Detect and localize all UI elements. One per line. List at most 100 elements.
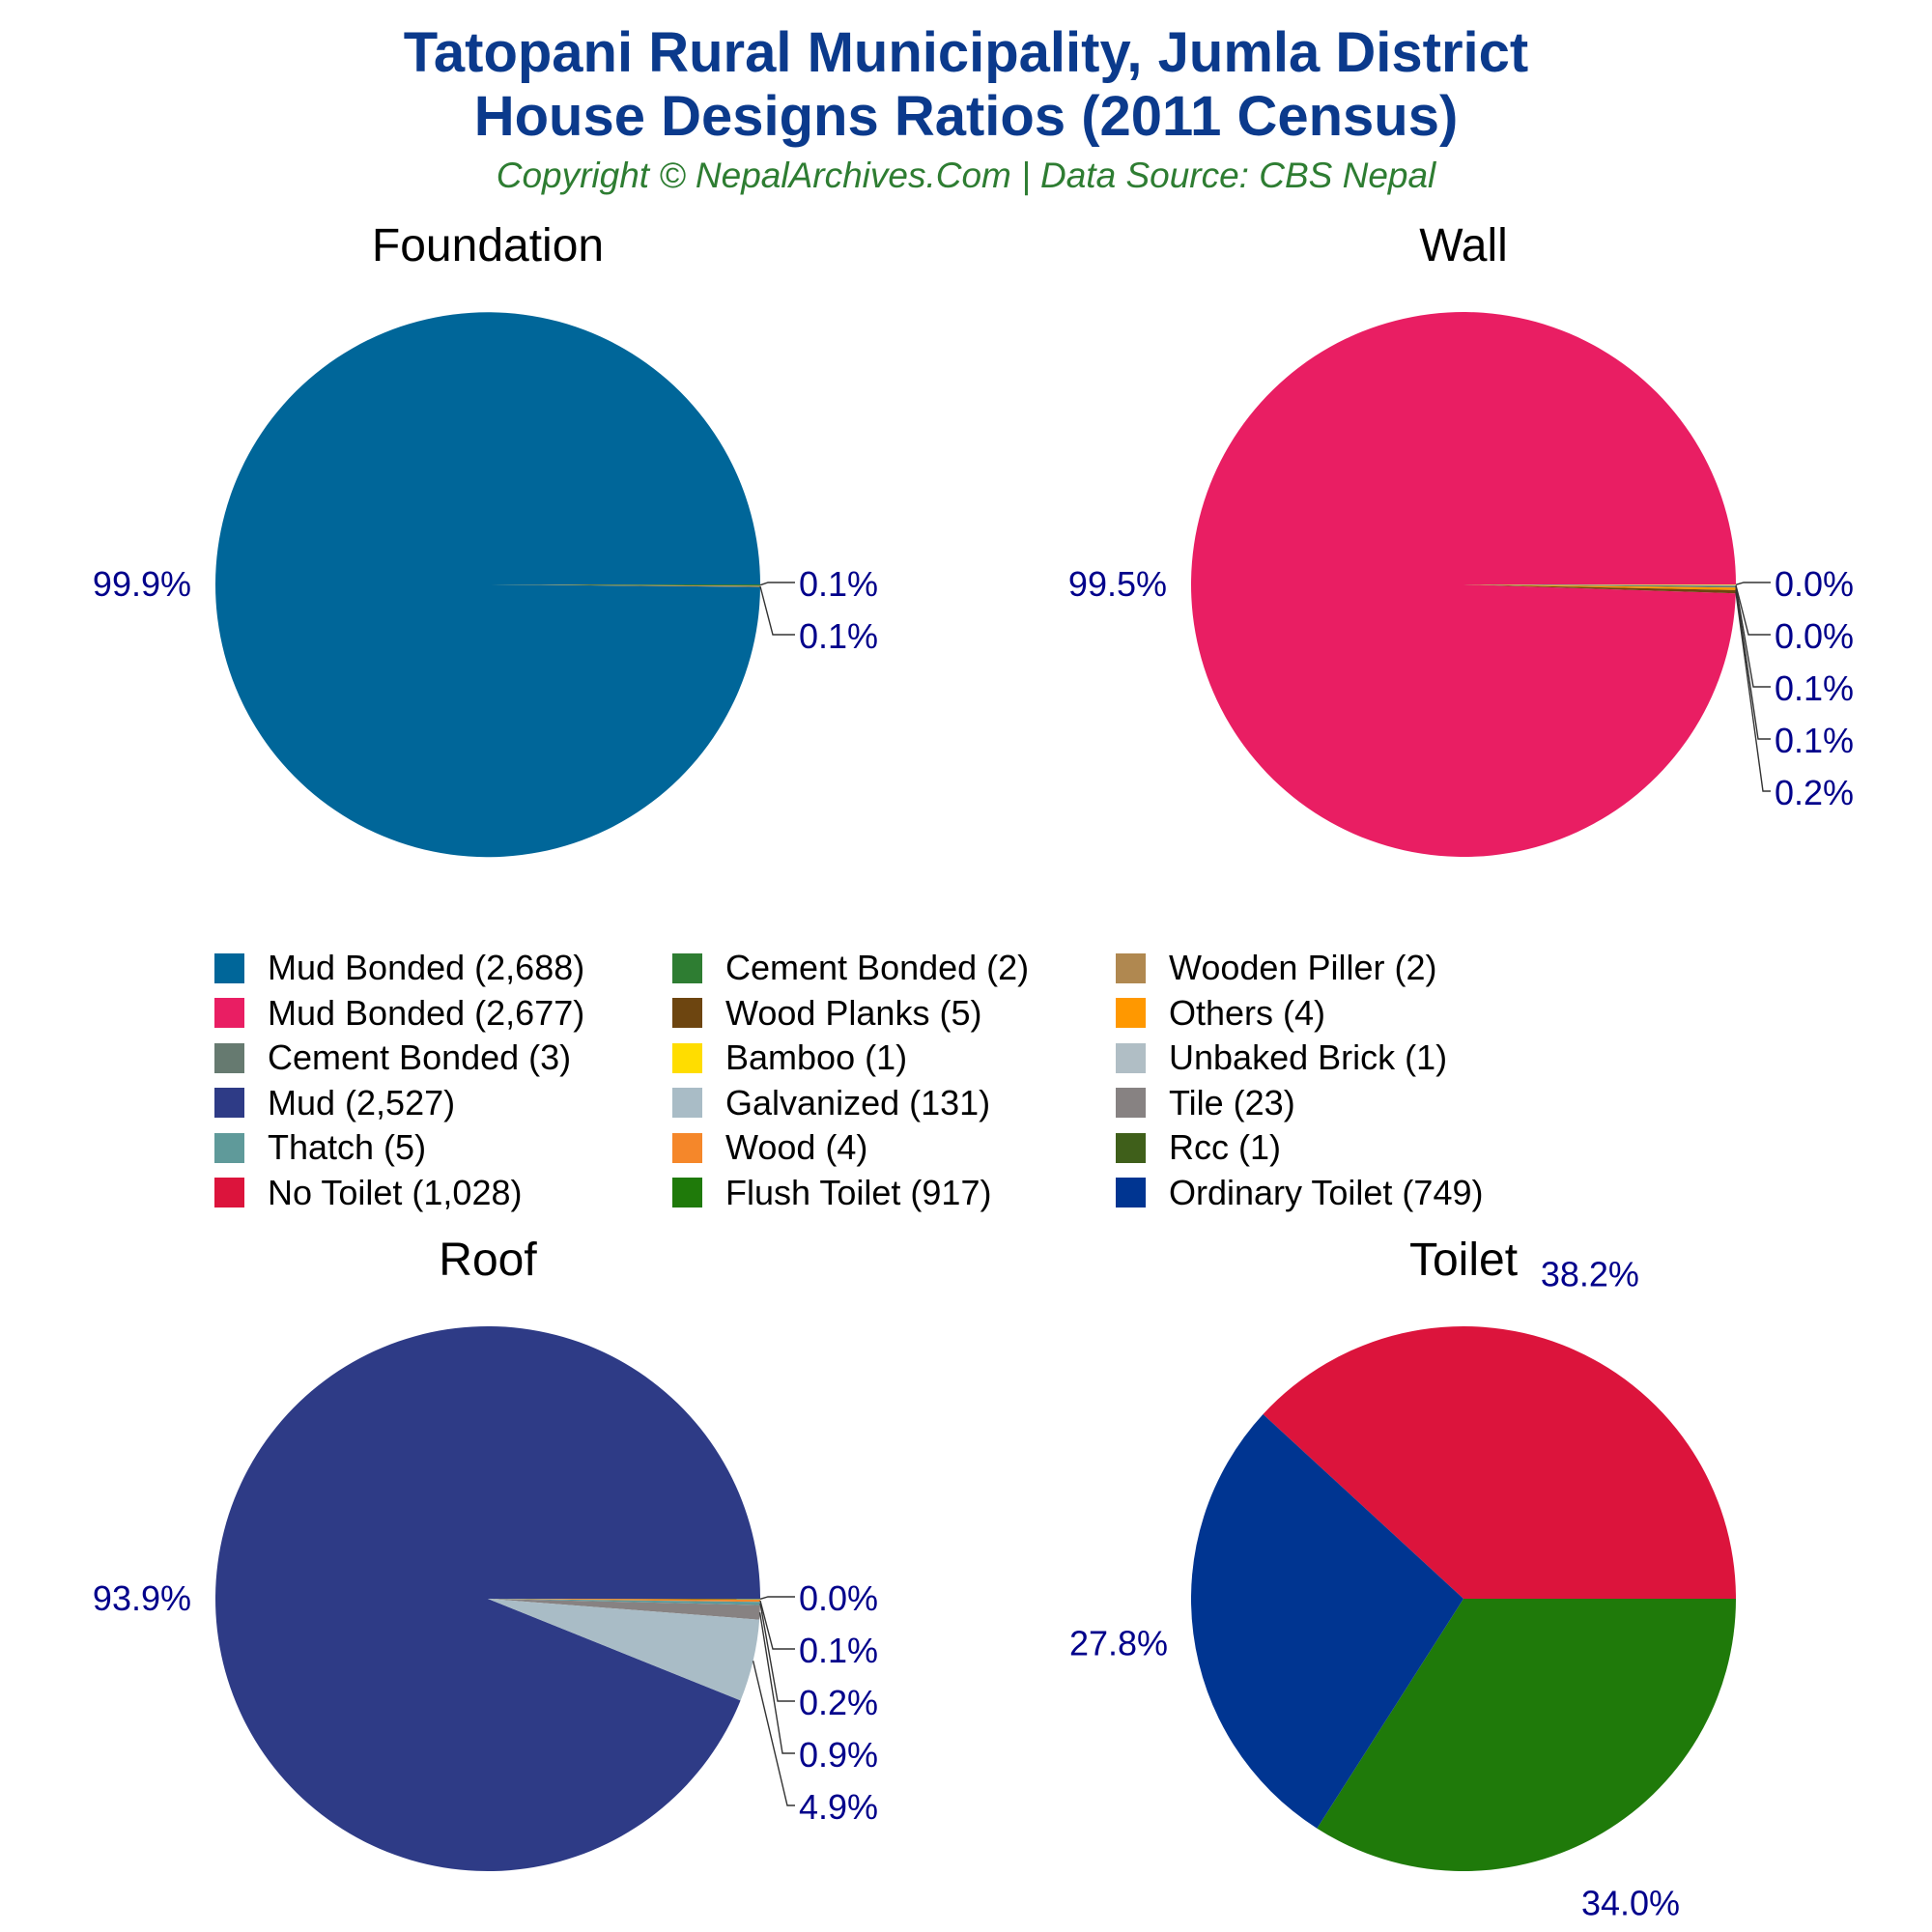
legend-item: Tile (23): [1116, 1082, 1295, 1124]
toilet-label-no-toilet: 38.2%: [1541, 1255, 1639, 1294]
legend-label: Ordinary Toilet (749): [1169, 1172, 1484, 1212]
foundation-title: Foundation: [372, 220, 604, 271]
roof-leader-thatch: [759, 1603, 795, 1702]
roof-leader-tile: [758, 1612, 795, 1754]
legend-label: Cement Bonded (3): [268, 1037, 572, 1077]
foundation-leader-wooden-piller: [759, 585, 795, 636]
chart-subtitle: Copyright © NepalArchives.Com | Data Sou…: [496, 156, 1436, 195]
legend-item: Ordinary Toilet (749): [1116, 1172, 1483, 1214]
wall-slice-bamboo: [1463, 584, 1737, 585]
foundation-label-wooden-piller: 0.1%: [799, 616, 878, 656]
toilet-slice-ordinary-toilet: [1190, 1414, 1463, 1829]
roof-slice-galvanized: [488, 1599, 760, 1701]
foundation-slice-cement-bonded: [488, 584, 761, 586]
toilet-label-flush-toilet: 34.0%: [1581, 1884, 1680, 1923]
wall-label-mud-bonded: 99.5%: [1068, 564, 1167, 604]
roof-label-thatch: 0.2%: [799, 1683, 878, 1722]
wall-label-cement-bonded: 0.1%: [1775, 668, 1854, 708]
toilet-title: Toilet: [1409, 1235, 1518, 1286]
legend-label: Mud Bonded (2,677): [268, 992, 585, 1033]
wall-leader-others: [1735, 588, 1771, 740]
legend-label: Wood Planks (5): [725, 992, 982, 1033]
roof-slice-rcc: [488, 1599, 761, 1600]
legend-swatch: [214, 1042, 244, 1073]
roof-label-mud: 93.9%: [93, 1578, 191, 1618]
toilet-slice-flush-toilet: [1317, 1599, 1736, 1871]
roof-slice-mud: [214, 1326, 760, 1872]
legend-item: Galvanized (131): [672, 1082, 990, 1124]
legend-label: Cement Bonded (2): [725, 948, 1030, 987]
roof-pie: Roof 93.9% 0.0% 0.1% 0.2% 0.9% 4.9%: [93, 1235, 878, 1872]
legend-swatch: [1116, 952, 1146, 983]
legend-label: Flush Toilet (917): [725, 1172, 992, 1212]
wall-pie: Wall 99.5% 0.0% 0.0% 0.1% 0.1% 0.2%: [1068, 220, 1854, 858]
wall-label-unbaked-brick: 0.0%: [1775, 616, 1854, 656]
legend-swatch: [1116, 1132, 1146, 1163]
roof-leader-galvanized: [752, 1661, 795, 1806]
legend-swatch: [672, 952, 702, 983]
legend-label: Bamboo (1): [725, 1037, 908, 1077]
legend-item: Others (4): [1116, 992, 1325, 1035]
wall-leader-bamboo: [1735, 582, 1771, 585]
legend-label: Mud Bonded (2,688): [268, 948, 585, 987]
legend-swatch: [672, 1132, 702, 1163]
legend-item: Mud (2,527): [214, 1082, 455, 1124]
roof-label-tile: 0.9%: [799, 1735, 878, 1775]
wall-slice-others: [1463, 584, 1736, 590]
legend-swatch: [214, 1088, 244, 1118]
legend-swatch: [214, 952, 244, 983]
foundation-label-mud-bonded: 99.9%: [93, 564, 191, 604]
legend-label: No Toilet (1,028): [268, 1172, 523, 1212]
legend-swatch: [672, 998, 702, 1028]
foundation-slice-mud-bonded: [215, 312, 760, 858]
roof-slice-thatch: [488, 1599, 760, 1605]
legend-swatch: [672, 1178, 702, 1208]
legend-item: Mud Bonded (2,688): [214, 947, 584, 989]
legend-swatch: [1116, 998, 1146, 1028]
legend-label: Galvanized (131): [725, 1082, 991, 1122]
foundation-slice-wooden-piller: [488, 584, 760, 587]
legend-item: Cement Bonded (3): [214, 1037, 571, 1079]
wall-label-others: 0.1%: [1775, 721, 1854, 760]
legend-swatch: [1116, 1178, 1146, 1208]
wall-slice-unbaked-brick: [1463, 584, 1737, 586]
wall-slice-wood-planks: [1463, 584, 1736, 594]
legend-swatch: [672, 1042, 702, 1073]
roof-title: Roof: [439, 1235, 537, 1286]
legend-label: Others (4): [1169, 992, 1326, 1033]
chart-title: Tatopani Rural Municipality, Jumla Distr…: [403, 21, 1529, 84]
wall-leader-wood-planks: [1735, 591, 1771, 792]
roof-leader-wood: [759, 1600, 795, 1650]
legend-swatch: [672, 1088, 702, 1118]
wall-slice-cement-bonded: [1463, 584, 1736, 588]
legend-item: Bamboo (1): [672, 1037, 907, 1079]
legend-item: Unbaked Brick (1): [1116, 1037, 1447, 1079]
legend-item: Mud Bonded (2,677): [214, 992, 584, 1035]
legend-item: Wooden Piller (2): [1116, 947, 1436, 989]
roof-slice-tile: [488, 1599, 760, 1620]
wall-slice-mud-bonded: [1191, 312, 1736, 858]
legend-item: Thatch (5): [214, 1126, 426, 1169]
legend-swatch: [214, 1178, 244, 1208]
legend-label: Thatch (5): [268, 1127, 427, 1167]
legend-label: Wooden Piller (2): [1169, 948, 1437, 987]
legend-item: Wood (4): [672, 1126, 867, 1169]
legend-label: Wood (4): [725, 1127, 868, 1167]
foundation-pie: Foundation 99.9% 0.1% 0.1%: [93, 220, 878, 858]
legend-item: Rcc (1): [1116, 1126, 1281, 1169]
wall-label-wood-planks: 0.2%: [1775, 773, 1854, 812]
legend-swatch: [1116, 1088, 1146, 1118]
chart-title-line2: House Designs Ratios (2011 Census): [473, 85, 1459, 148]
toilet-label-ordinary-toilet: 27.8%: [1069, 1624, 1168, 1663]
toilet-slice-no-toilet: [1263, 1325, 1736, 1599]
legend-swatch: [214, 998, 244, 1028]
legend-item: Flush Toilet (917): [672, 1172, 991, 1214]
foundation-label-cement-bonded: 0.1%: [799, 564, 878, 604]
roof-label-rcc: 0.0%: [799, 1578, 878, 1618]
wall-title: Wall: [1419, 220, 1508, 271]
legend-label: Rcc (1): [1169, 1127, 1281, 1167]
legend-item: Cement Bonded (2): [672, 947, 1029, 989]
roof-leader-rcc: [759, 1596, 795, 1600]
foundation-leader-cement-bonded: [759, 582, 795, 586]
